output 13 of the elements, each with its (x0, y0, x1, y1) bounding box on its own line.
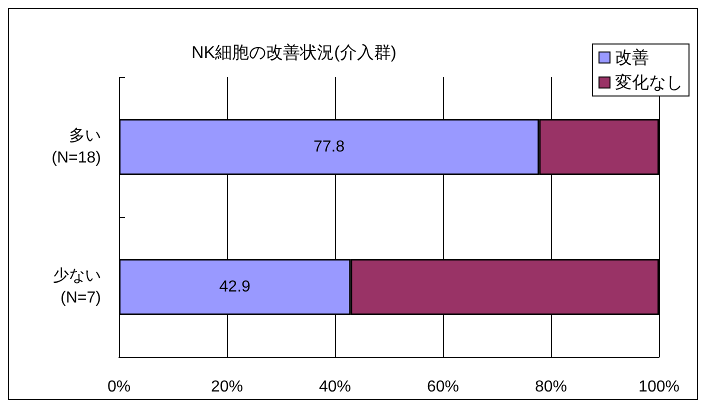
data-label: 42.9 (219, 278, 250, 296)
legend-label: 変化なし (615, 73, 683, 92)
y-tick-label: 多い (N=18) (52, 126, 101, 166)
data-label: 77.8 (313, 138, 345, 156)
y-tick-label: 少ない (N=7) (53, 266, 101, 306)
x-tick-label: 20% (210, 378, 244, 396)
x-tick-label: 100% (638, 378, 680, 396)
x-tick-label: 80% (534, 378, 568, 396)
x-tick-label: 40% (318, 378, 352, 396)
x-tick-label: 0% (107, 378, 131, 396)
chart-title: NK細胞の改善状況(介入群) (192, 43, 396, 62)
legend-label: 改善 (615, 48, 649, 67)
x-tick-label: 60% (426, 378, 460, 396)
